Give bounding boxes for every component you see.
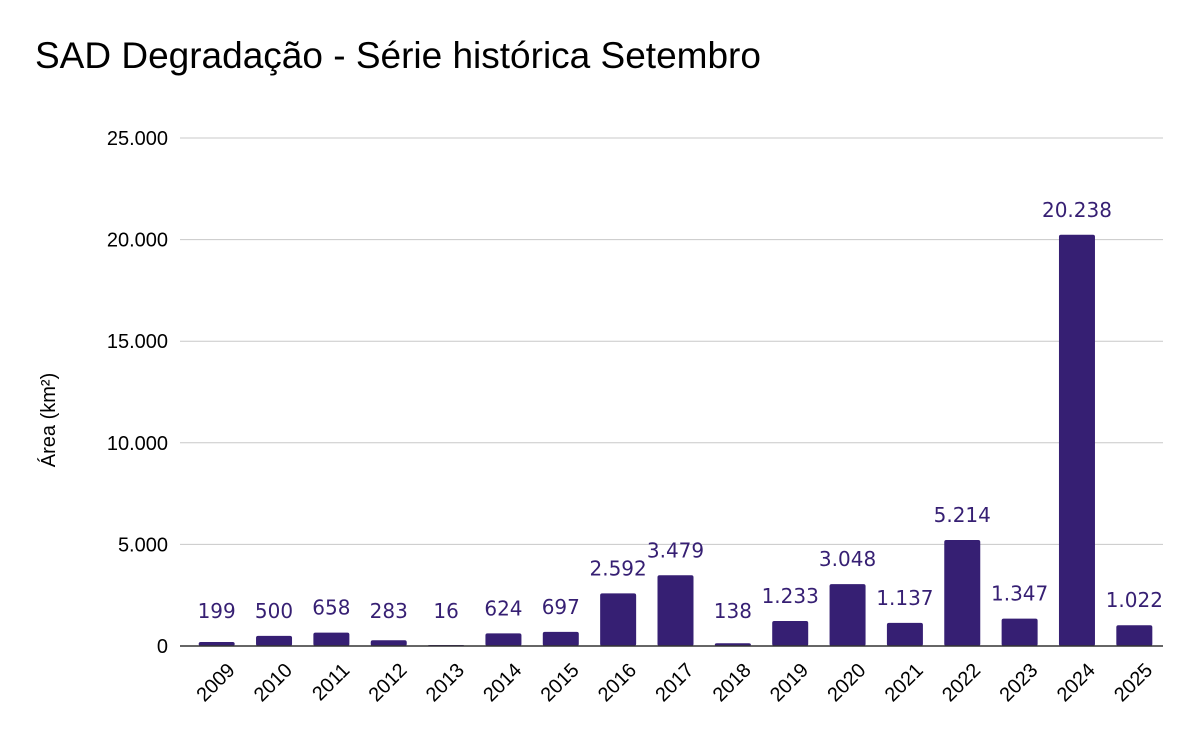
data-label-2022: 5.214 bbox=[934, 503, 991, 527]
data-label-2012: 283 bbox=[370, 599, 408, 623]
bar-2009 bbox=[198, 641, 235, 646]
bar-2025 bbox=[1116, 625, 1153, 646]
y-tick-label: 0 bbox=[157, 636, 168, 658]
x-tick-label: 2021 bbox=[881, 659, 928, 706]
y-tick-label: 10.000 bbox=[107, 433, 168, 455]
x-tick-label: 2023 bbox=[995, 659, 1042, 706]
bar-2014 bbox=[485, 633, 522, 646]
x-tick-label: 2013 bbox=[422, 659, 469, 706]
bar-2021 bbox=[886, 622, 923, 646]
x-tick-label: 2009 bbox=[193, 659, 240, 706]
x-tick-label: 2025 bbox=[1110, 659, 1157, 706]
y-tick-label: 20.000 bbox=[107, 230, 168, 252]
data-label-2020: 3.048 bbox=[819, 547, 876, 571]
data-label-2025: 1.022 bbox=[1106, 588, 1163, 612]
data-label-2024: 20.238 bbox=[1042, 198, 1112, 222]
y-tick-label: 25.000 bbox=[107, 128, 168, 150]
x-tick-label: 2022 bbox=[938, 659, 985, 706]
bar-2012 bbox=[370, 640, 407, 646]
data-label-2018: 138 bbox=[714, 599, 752, 623]
bars bbox=[198, 234, 1153, 646]
y-axis-label: Área (km²) bbox=[37, 373, 60, 467]
data-label-2023: 1.347 bbox=[991, 582, 1048, 606]
x-tick-label: 2010 bbox=[250, 659, 297, 706]
y-axis-ticks: 0 5.000 10.000 15.000 20.000 25.000 bbox=[107, 128, 168, 658]
x-axis-ticks: 2009 2010 2011 2012 2013 2014 2015 2016 2017 2018… bbox=[193, 659, 1158, 706]
y-tick-label: 15.000 bbox=[107, 331, 168, 353]
gridlines bbox=[180, 137, 1163, 545]
x-tick-label: 2012 bbox=[365, 659, 412, 706]
data-label-2019: 1.233 bbox=[762, 584, 819, 608]
data-label-2009: 199 bbox=[198, 599, 236, 623]
bar-2016 bbox=[600, 593, 637, 646]
y-tick-label: 5.000 bbox=[118, 534, 168, 556]
x-tick-label: 2018 bbox=[709, 659, 756, 706]
bar-2011 bbox=[313, 632, 350, 646]
data-label-2015: 697 bbox=[542, 595, 580, 619]
bar-2020 bbox=[829, 584, 866, 646]
bar-2022 bbox=[944, 540, 981, 646]
x-tick-label: 2024 bbox=[1053, 659, 1100, 706]
bar-2015 bbox=[542, 631, 579, 646]
data-label-2014: 624 bbox=[484, 596, 522, 620]
bar-2024 bbox=[1058, 234, 1095, 646]
data-label-2017: 3.479 bbox=[647, 538, 704, 562]
data-label-2016: 2.592 bbox=[590, 556, 647, 580]
bar-2017 bbox=[657, 575, 694, 646]
data-label-2021: 1.137 bbox=[876, 586, 933, 610]
x-tick-label: 2011 bbox=[308, 659, 354, 705]
data-label-2011: 658 bbox=[312, 596, 350, 620]
chart-title: SAD Degradação - Série histórica Setembr… bbox=[35, 35, 761, 76]
data-label-2013: 16 bbox=[433, 599, 458, 623]
bar-2019 bbox=[772, 620, 809, 646]
x-tick-label: 2019 bbox=[766, 659, 813, 706]
x-tick-label: 2015 bbox=[537, 659, 584, 706]
x-tick-label: 2020 bbox=[823, 659, 870, 706]
x-tick-label: 2016 bbox=[594, 659, 641, 706]
x-tick-label: 2014 bbox=[479, 659, 526, 706]
bar-2023 bbox=[1001, 618, 1038, 646]
bar-2010 bbox=[256, 635, 293, 646]
x-tick-label: 2017 bbox=[651, 659, 698, 706]
data-label-2010: 500 bbox=[255, 599, 293, 623]
